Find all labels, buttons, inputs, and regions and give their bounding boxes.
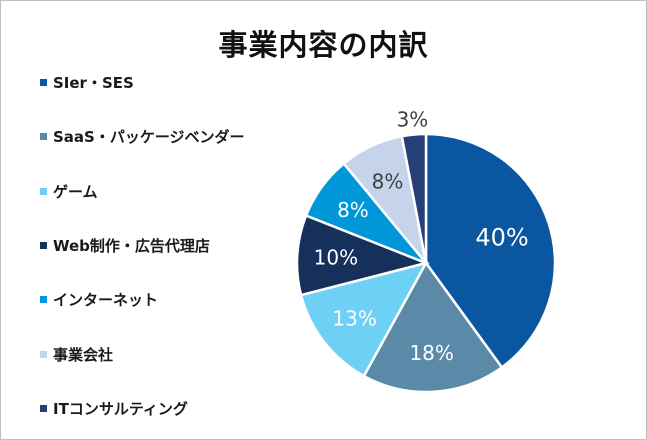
legend-label: SaaS・パッケージベンダー: [53, 128, 245, 147]
data-label: 18%: [409, 341, 453, 365]
legend-swatch: [40, 79, 47, 86]
legend-label: ゲーム: [53, 182, 98, 201]
data-label: 3%: [397, 108, 429, 132]
legend-label: ITコンサルティング: [53, 399, 188, 418]
legend-item: SaaS・パッケージベンダー: [40, 126, 245, 148]
legend-swatch: [40, 187, 47, 195]
data-label: 8%: [372, 169, 404, 193]
legend-label: Web制作・広告代理店: [53, 236, 210, 255]
legend-item: ゲーム: [40, 181, 98, 203]
legend-swatch: [40, 241, 47, 249]
chart-title: 事業内容の内訳: [218, 28, 429, 62]
pie-slice: [400, 132, 428, 264]
legend-item: SIer・SES: [40, 72, 134, 94]
data-label: 40%: [475, 223, 528, 251]
data-label: 13%: [332, 306, 376, 330]
data-label: 10%: [314, 245, 358, 269]
legend-item: Web制作・広告代理店: [40, 235, 210, 257]
legend-item: インターネット: [40, 289, 158, 311]
legend-swatch: [40, 296, 47, 304]
legend-swatch: [40, 350, 47, 358]
pie-slice: [424, 132, 557, 370]
legend-item: 事業会社: [40, 344, 113, 366]
legend-label: インターネット: [53, 291, 159, 310]
legend-label: SIer・SES: [53, 74, 134, 92]
legend-label: 事業会社: [53, 345, 114, 364]
legend-swatch: [40, 404, 47, 412]
pie-slice: [299, 261, 429, 378]
legend-item: ITコンサルティング: [40, 398, 188, 420]
pie-slice: [295, 213, 431, 297]
legend-swatch: [40, 133, 47, 141]
data-label: 8%: [337, 198, 369, 222]
pie-slice: [362, 260, 504, 394]
